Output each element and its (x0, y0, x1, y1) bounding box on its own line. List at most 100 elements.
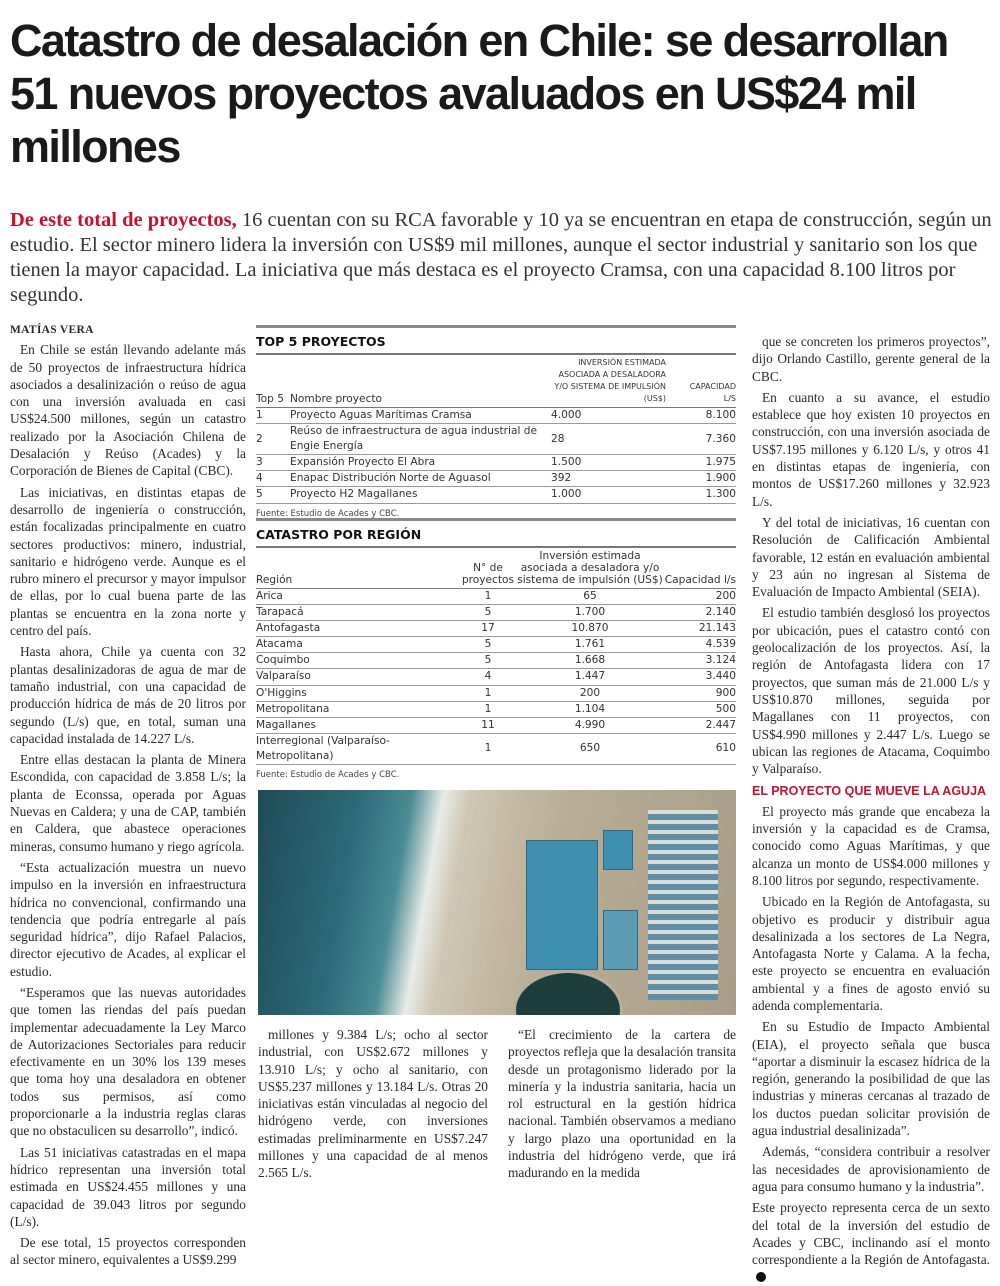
region-table: Región N° de proyectos Inversión estimad… (256, 546, 736, 766)
body-paragraph: “Esperamos que las nuevas autoridades qu… (10, 984, 246, 1139)
region-row: Magallanes 11 4.990 2.447 (256, 717, 736, 734)
table-cell: 1.447 (516, 668, 664, 686)
body-paragraph: El estudio también desglosó los proyecto… (752, 605, 990, 777)
table-cell: O'Higgins (256, 685, 460, 702)
table-cell: 5 (460, 604, 516, 622)
table-cell: 11 (460, 717, 516, 734)
table-cell: 2.140 (664, 604, 736, 622)
table-cell: Atacama (256, 636, 460, 654)
table-cell: Valparaíso (256, 668, 460, 686)
table-cell: Expansión Proyecto El Abra (290, 454, 551, 472)
table-cell: Proyecto H2 Magallanes (290, 486, 551, 504)
table-cell: 610 (664, 733, 736, 766)
table-cell: Tarapacá (256, 604, 460, 622)
top5-row: 2 Reúso de infraestructura de agua indust… (256, 423, 736, 456)
table-cell: 1.500 (551, 454, 676, 472)
desalination-plant-aerial-photo (258, 790, 736, 1015)
region-table-box: CATASTRO POR REGIÓN Región N° de proyect… (256, 518, 736, 780)
top5-row: 5 Proyecto H2 Magallanes 1.000 1.300 (256, 486, 736, 504)
table-cell: 1 (460, 685, 516, 702)
region-row: Metropolitana 1 1.104 500 (256, 701, 736, 718)
table-cell: Metropolitana (256, 701, 460, 718)
body-paragraph: En Chile se están llevando adelante más … (10, 342, 246, 479)
table-cell: 500 (664, 701, 736, 718)
table-cell: 17 (460, 620, 516, 638)
top5-table-box: TOP 5 PROYECTOS Top 5 Nombre proyecto In… (256, 325, 736, 519)
body-paragraph: Hasta ahora, Chile ya cuenta con 32 plan… (10, 644, 246, 746)
section-subhead: EL PROYECTO QUE MUEVE LA AGUJA (752, 784, 987, 799)
table-cell: 200 (516, 685, 664, 702)
table-cell: 4.000 (551, 407, 676, 425)
region-header-count: N° de proyectos (460, 546, 516, 589)
table-cell: 1.104 (516, 701, 664, 718)
table-cell: 1.700 (516, 604, 664, 622)
top5-header-rank: Top 5 (256, 353, 290, 408)
region-row: Arica 1 65 200 (256, 588, 736, 606)
column-1: MATÍAS VERA En Chile se están llevando a… (10, 322, 246, 1273)
table-cell: 1 (460, 588, 516, 606)
body-paragraph: millones y 9.384 L/s; ocho al sector ind… (258, 1027, 488, 1181)
body-paragraph: En su Estudio de Impacto Ambiental (EIA)… (752, 1019, 990, 1139)
top5-table: Top 5 Nombre proyecto Inversión estimada… (256, 353, 736, 504)
region-row: Tarapacá 5 1.700 2.140 (256, 604, 736, 622)
column-4: que se concreten los primeros proyectos”… (752, 333, 990, 1286)
table-cell: 1.668 (516, 652, 664, 670)
table-cell: 1.300 (676, 486, 736, 504)
body-paragraph: En cuanto a su avance, el estudio establ… (752, 389, 990, 509)
table-cell: Enapac Distribución Norte de Aguasol (290, 470, 551, 488)
byline: MATÍAS VERA (10, 324, 94, 336)
table-cell: 5 (256, 486, 290, 504)
top5-header-capacity: Capacidad l/s (676, 353, 736, 408)
top5-row: 3 Expansión Proyecto El Abra 1.500 1.975 (256, 454, 736, 472)
table-cell: 2.447 (664, 717, 736, 734)
table-cell: 3 (256, 454, 290, 472)
top5-row: 4 Enapac Distribución Norte de Aguasol 392… (256, 470, 736, 488)
table-cell: Magallanes (256, 717, 460, 734)
body-paragraph: Las iniciativas, en distintas etapas de … (10, 484, 246, 639)
table-cell: 1 (256, 407, 290, 425)
table-cell: 5 (460, 652, 516, 670)
region-row: Interregional (Valparaíso- Metropolitana… (256, 733, 736, 766)
column-3: “El crecimiento de la cartera de proyect… (508, 1026, 736, 1186)
body-paragraph: “El crecimiento de la cartera de proyect… (508, 1027, 736, 1181)
table-cell: 65 (516, 588, 664, 606)
body-paragraph: El proyecto más grande que encabeza la i… (752, 803, 990, 888)
table-cell: 5 (460, 636, 516, 654)
table-cell: 1.000 (551, 486, 676, 504)
body-paragraph: Y del total de iniciativas, 16 cuentan c… (752, 514, 990, 600)
table-cell: 1.900 (676, 470, 736, 488)
table-cell: 3.440 (664, 668, 736, 686)
table-cell: Reúso de infraestructura de agua industr… (290, 423, 551, 456)
headline: Catastro de desalación en Chile: se desa… (10, 15, 949, 172)
table-cell: 1 (460, 701, 516, 718)
table-cell: Coquimbo (256, 652, 460, 670)
region-row: O'Higgins 1 200 900 (256, 685, 736, 702)
table-cell: 200 (664, 588, 736, 606)
table-cell: 8.100 (676, 407, 736, 425)
body-paragraph: Ubicado en la Región de Antofagasta, su … (752, 894, 990, 1013)
top5-header-name: Nombre proyecto (290, 353, 551, 408)
column-2: millones y 9.384 L/s; ocho al sector ind… (258, 1026, 488, 1186)
body-paragraph: Entre ellas destacan la planta de Minera… (10, 752, 246, 854)
top5-title: TOP 5 PROYECTOS (256, 325, 736, 353)
table-cell: 1 (460, 733, 516, 766)
region-source: Fuente: Estudio de Acades y CBC. (256, 770, 400, 781)
region-row: Antofagasta 17 10.870 21.143 (256, 620, 736, 638)
table-cell: 4 (256, 470, 290, 488)
table-cell: Interregional (Valparaíso- Metropolitana… (256, 733, 460, 766)
end-mark-icon (756, 1272, 766, 1283)
table-cell: 650 (516, 733, 664, 766)
table-cell: 1.761 (516, 636, 664, 654)
top5-header-investment: Inversión estimada asociada a desaladora… (551, 353, 676, 408)
table-cell: 2 (256, 423, 290, 456)
table-cell: 4 (460, 668, 516, 686)
table-cell: Arica (256, 588, 460, 606)
table-cell: 7.360 (676, 423, 736, 456)
lead-kicker: De este total de proyectos, (10, 209, 237, 231)
region-header-region: Región (256, 546, 460, 589)
body-paragraph: Además, “considera contribuir a resolver… (752, 1144, 990, 1194)
region-title: CATASTRO POR REGIÓN (256, 518, 736, 546)
lead-text: 16 cuentan con su RCA favorable y 10 ya … (10, 209, 992, 306)
body-paragraph: que se concreten los primeros proyectos”… (752, 334, 990, 384)
top5-source: Fuente: Estudio de Acades y CBC. (256, 508, 400, 519)
